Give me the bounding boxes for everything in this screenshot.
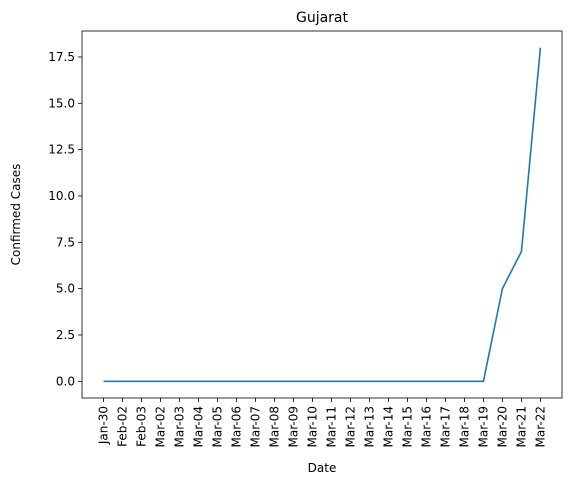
y-axis-label: Confirmed Cases (9, 164, 23, 266)
x-tick-label: Mar-08 (268, 406, 282, 447)
x-tick-label: Mar-16 (419, 406, 433, 447)
x-tick-label: Mar-13 (362, 406, 376, 447)
x-tick-label: Mar-19 (476, 406, 490, 447)
x-tick-label: Feb-02 (116, 406, 130, 447)
x-axis-label: Date (308, 461, 337, 475)
x-tick-label: Mar-22 (533, 406, 547, 447)
y-tick-label: 10.0 (48, 189, 75, 203)
x-tick-label: Mar-04 (192, 406, 206, 447)
x-tick-label: Mar-12 (343, 406, 357, 447)
y-tick-label: 12.5 (48, 143, 75, 157)
x-tick-label: Mar-07 (249, 406, 263, 447)
x-axis: Jan-30 Feb-02 Feb-03 Mar-02 Mar-03 Mar-04 Mar-… (97, 398, 547, 447)
x-tick-label: Jan-30 (97, 406, 111, 445)
x-tick-label: Mar-20 (495, 406, 509, 447)
x-tick-label: Mar-09 (287, 406, 301, 447)
y-tick-label: 15.0 (48, 96, 75, 110)
plot-frame (81, 30, 563, 399)
plot-area-border (81, 30, 563, 399)
y-tick-label: 0.0 (56, 374, 75, 388)
x-tick-label: Mar-17 (438, 406, 452, 447)
x-tick-label: Mar-03 (173, 406, 187, 447)
x-tick-label: Mar-18 (457, 406, 471, 447)
x-tick-label: Mar-15 (400, 406, 414, 447)
x-tick-label: Mar-14 (381, 406, 395, 447)
y-tick-label: 2.5 (56, 328, 75, 342)
x-tick-label: Mar-05 (211, 406, 225, 447)
y-axis: 0.0 2.5 5.0 7.5 10.0 12.5 15.0 17.5 (48, 50, 82, 388)
y-tick-label: 7.5 (56, 235, 75, 249)
x-tick-label: Feb-03 (135, 406, 149, 447)
series-layer (103, 47, 542, 383)
x-tick-label: Mar-06 (230, 406, 244, 447)
y-tick-label: 5.0 (56, 282, 75, 296)
y-tick-label: 17.5 (48, 50, 75, 64)
x-tick-label: Mar-21 (514, 406, 528, 447)
series-line (103, 47, 542, 383)
x-tick-label: Mar-10 (306, 406, 320, 447)
x-tick-label: Mar-11 (324, 406, 338, 447)
chart-title: Gujarat (296, 10, 349, 26)
x-tick-label: Mar-02 (154, 406, 168, 447)
